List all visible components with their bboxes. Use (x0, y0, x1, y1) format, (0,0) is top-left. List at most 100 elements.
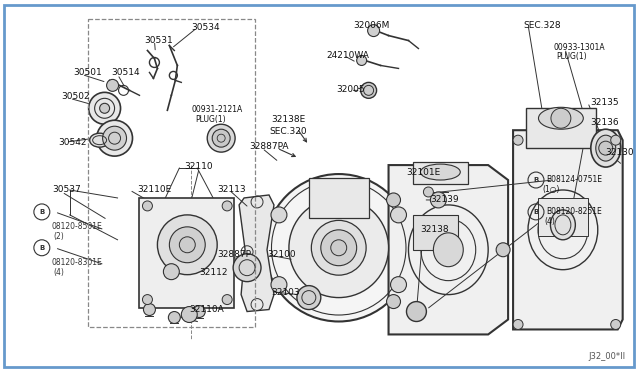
Circle shape (143, 295, 152, 305)
Text: 30542: 30542 (58, 138, 86, 147)
Bar (309, 178, 369, 218)
Circle shape (513, 135, 523, 145)
Text: 30531: 30531 (145, 36, 173, 45)
Text: B: B (533, 209, 539, 215)
Ellipse shape (265, 174, 412, 321)
Text: B: B (39, 245, 44, 251)
Text: 32139: 32139 (430, 195, 459, 204)
Text: 32101E: 32101E (406, 168, 441, 177)
Circle shape (157, 215, 217, 275)
Text: 32113: 32113 (217, 185, 246, 194)
Polygon shape (513, 130, 623, 330)
Text: 00931-2121A: 00931-2121A (191, 105, 243, 114)
Text: 00933-1301A: 00933-1301A (554, 42, 605, 52)
Circle shape (207, 124, 235, 152)
Text: (4): (4) (544, 217, 555, 226)
Text: 30502: 30502 (62, 92, 90, 101)
Circle shape (387, 193, 401, 207)
Circle shape (297, 286, 321, 310)
Text: 30534: 30534 (191, 23, 220, 32)
Circle shape (168, 311, 180, 324)
Text: B: B (533, 177, 539, 183)
Circle shape (356, 55, 367, 65)
Circle shape (361, 82, 376, 98)
Circle shape (100, 103, 109, 113)
Text: 30537: 30537 (52, 185, 81, 194)
Bar (88, 19, 255, 327)
Ellipse shape (596, 135, 616, 161)
Circle shape (143, 304, 156, 315)
Text: 08120-8301E: 08120-8301E (52, 258, 102, 267)
Circle shape (233, 254, 261, 282)
Circle shape (611, 135, 621, 145)
Circle shape (367, 25, 380, 36)
Text: 32110A: 32110A (189, 305, 224, 314)
Bar (538, 198, 588, 236)
Circle shape (430, 192, 446, 208)
Text: 32136: 32136 (590, 118, 618, 127)
Circle shape (611, 320, 621, 330)
Text: B08124-0751E: B08124-0751E (546, 175, 602, 184)
Circle shape (271, 277, 287, 293)
Text: B: B (39, 209, 44, 215)
Text: 32887PA: 32887PA (249, 142, 289, 151)
Bar (413, 162, 468, 184)
Circle shape (321, 230, 356, 266)
Circle shape (107, 79, 118, 92)
Ellipse shape (289, 198, 388, 298)
Text: 08120-8501E: 08120-8501E (52, 222, 102, 231)
Circle shape (179, 237, 195, 253)
Circle shape (390, 207, 406, 223)
Circle shape (222, 201, 232, 211)
Ellipse shape (420, 164, 460, 180)
Circle shape (424, 187, 433, 197)
Text: 32135: 32135 (590, 98, 618, 108)
Circle shape (496, 243, 510, 257)
Circle shape (193, 305, 205, 318)
Text: 32887P: 32887P (217, 250, 251, 259)
Text: 24210WA: 24210WA (327, 51, 370, 60)
Circle shape (212, 129, 230, 147)
Text: (2): (2) (54, 232, 65, 241)
Polygon shape (388, 165, 508, 334)
Text: 30501: 30501 (74, 68, 102, 77)
Circle shape (513, 320, 523, 330)
Circle shape (170, 227, 205, 263)
Ellipse shape (311, 220, 366, 275)
Polygon shape (239, 195, 274, 311)
Text: PLUG(1): PLUG(1) (556, 52, 586, 61)
Ellipse shape (591, 129, 621, 167)
Circle shape (222, 295, 232, 305)
Circle shape (143, 201, 152, 211)
Text: 32138: 32138 (420, 225, 449, 234)
Text: 32103: 32103 (271, 288, 300, 296)
Bar (526, 108, 596, 148)
Text: 32138E: 32138E (271, 115, 305, 124)
Ellipse shape (90, 133, 109, 147)
Ellipse shape (538, 107, 583, 129)
Text: SEC.328: SEC.328 (523, 20, 561, 30)
Circle shape (163, 264, 179, 280)
Circle shape (89, 92, 120, 124)
Bar (140, 198, 234, 308)
Circle shape (181, 307, 197, 323)
Text: B08120-8251E: B08120-8251E (546, 207, 602, 216)
Text: 32100: 32100 (267, 250, 296, 259)
Ellipse shape (433, 233, 463, 267)
Text: (4): (4) (54, 268, 65, 277)
Text: 32112: 32112 (199, 268, 228, 277)
Ellipse shape (550, 210, 575, 240)
Text: 32110: 32110 (184, 162, 213, 171)
Circle shape (551, 108, 571, 128)
Text: 30514: 30514 (111, 68, 140, 77)
Circle shape (331, 240, 347, 256)
Text: 32130: 32130 (605, 148, 634, 157)
Circle shape (390, 277, 406, 293)
Circle shape (102, 126, 127, 150)
Circle shape (406, 302, 426, 321)
Bar (413, 215, 458, 250)
Circle shape (599, 141, 612, 155)
Text: 32110E: 32110E (138, 185, 172, 194)
Text: (1○): (1○) (542, 185, 559, 194)
Text: 32005: 32005 (337, 86, 365, 94)
